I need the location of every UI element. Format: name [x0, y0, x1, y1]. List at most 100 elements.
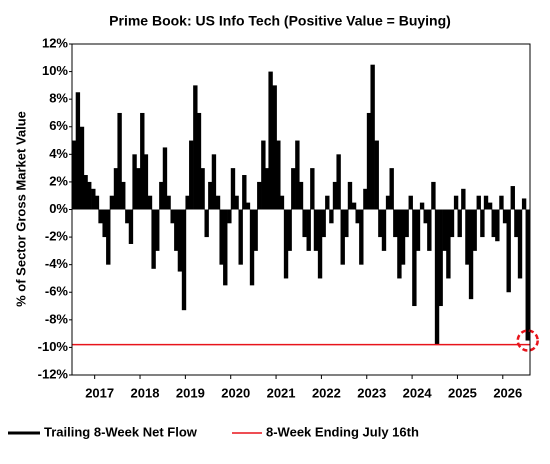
bar	[525, 209, 530, 341]
bar	[400, 209, 406, 265]
bar	[483, 195, 489, 210]
bar	[310, 168, 315, 210]
bar	[91, 188, 96, 210]
x-tick-label: 2025	[448, 385, 477, 400]
legend-label: Trailing 8-Week Net Flow	[44, 424, 198, 439]
bar	[359, 209, 364, 265]
bar	[438, 209, 443, 307]
y-tick-label: -8%	[45, 311, 69, 326]
bar	[151, 209, 156, 269]
bar	[283, 209, 289, 279]
bar	[268, 71, 273, 210]
bar	[75, 92, 81, 210]
bar	[136, 168, 141, 210]
bar	[325, 195, 330, 210]
bar	[185, 195, 190, 210]
bar	[393, 209, 398, 238]
bar	[442, 209, 447, 251]
bar	[465, 209, 470, 265]
x-tick-label: 2024	[403, 385, 433, 400]
bar	[87, 181, 92, 210]
bar	[472, 209, 477, 251]
chart-title: Prime Book: US Info Tech (Positive Value…	[109, 13, 451, 29]
bar	[378, 209, 383, 238]
bar	[351, 202, 357, 210]
plot-frame	[71, 43, 531, 376]
bar	[476, 195, 481, 210]
bar	[487, 202, 493, 210]
bar	[385, 195, 391, 210]
bar	[189, 140, 194, 210]
bar	[457, 209, 462, 238]
bar	[117, 112, 122, 210]
bar	[332, 181, 338, 210]
y-axis-label: % of Sector Gross Market Value	[13, 111, 28, 307]
bar	[517, 209, 523, 279]
bar	[230, 168, 236, 210]
bar	[347, 181, 353, 210]
bar	[510, 186, 515, 210]
legend-label: 8-Week Ending July 16th	[266, 424, 419, 439]
bar	[204, 209, 209, 238]
bar	[502, 209, 508, 224]
bar	[491, 209, 496, 238]
bar	[261, 140, 266, 210]
bar	[208, 181, 213, 210]
y-tick-label: 4%	[49, 146, 68, 161]
bar	[313, 209, 319, 251]
bar	[287, 209, 292, 251]
bar	[317, 209, 323, 279]
bar	[336, 154, 341, 210]
bar	[98, 209, 103, 224]
bar	[223, 209, 228, 286]
x-tick-label: 2020	[221, 385, 250, 400]
bar	[355, 209, 360, 224]
bar	[404, 209, 409, 238]
bar	[363, 188, 368, 210]
bar	[174, 209, 179, 251]
bar	[132, 154, 137, 210]
bar	[499, 195, 504, 210]
x-tick-label: 2026	[493, 385, 522, 400]
bar	[381, 209, 387, 251]
bar	[219, 209, 224, 265]
bar	[245, 202, 251, 210]
bar	[329, 209, 334, 224]
y-tick-label: -4%	[45, 256, 69, 271]
bar	[272, 85, 277, 210]
bar	[72, 140, 77, 210]
bar	[415, 209, 421, 251]
bar	[181, 209, 187, 311]
x-tick-label: 2023	[357, 385, 386, 400]
bar	[397, 209, 402, 279]
bar	[340, 209, 345, 265]
x-tick-label: 2021	[267, 385, 296, 400]
bar	[159, 181, 164, 210]
bar	[495, 209, 500, 242]
bar	[196, 112, 202, 210]
bar	[170, 209, 175, 224]
y-tick-label: 2%	[49, 173, 68, 188]
bar	[234, 195, 239, 210]
bar	[264, 168, 270, 210]
bar	[389, 168, 394, 210]
bar	[480, 209, 485, 238]
bar	[446, 209, 451, 279]
bar	[521, 198, 527, 210]
bar	[102, 209, 107, 238]
bar	[249, 209, 255, 286]
bar	[514, 209, 519, 238]
bar	[125, 209, 130, 224]
bar	[427, 209, 432, 251]
bar	[366, 112, 372, 210]
bar	[302, 209, 307, 238]
bar	[106, 209, 111, 265]
bar	[79, 126, 85, 210]
bar	[468, 209, 474, 300]
bar	[242, 175, 247, 210]
y-tick-label: 12%	[42, 35, 68, 50]
y-tick-label: -12%	[38, 366, 69, 381]
highlight-circle	[516, 329, 539, 352]
bar	[453, 195, 459, 210]
